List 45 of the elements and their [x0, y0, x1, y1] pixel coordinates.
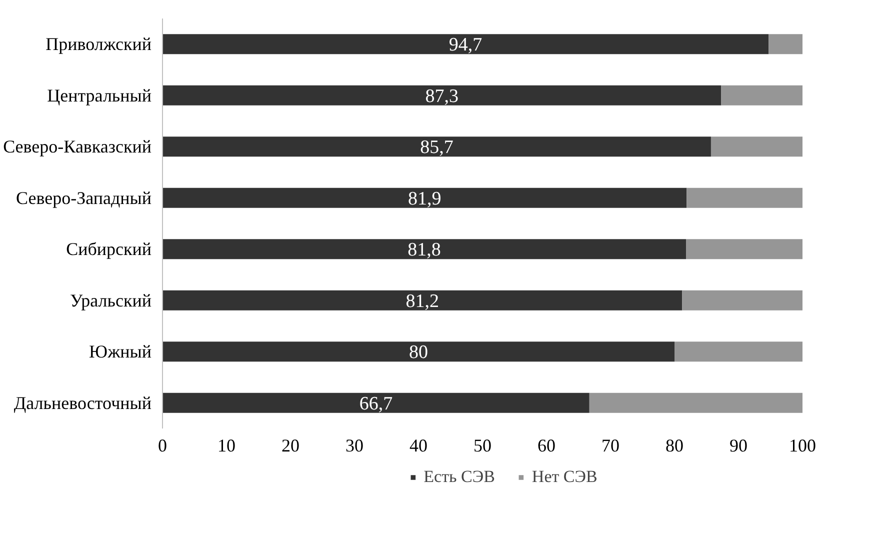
data-label: 94,7	[448, 34, 482, 56]
data-label: 87,3	[425, 86, 458, 107]
legend-label: Нет СЭВ	[532, 466, 598, 486]
bar	[686, 188, 802, 208]
y-tick-label: Дальневосточный	[14, 392, 152, 413]
data-label: 66,7	[359, 393, 393, 414]
bar	[710, 136, 802, 157]
bar	[162, 239, 686, 260]
x-tick-label: 50	[474, 436, 492, 456]
data-label: 80	[409, 342, 428, 364]
x-tick-label: 0	[158, 436, 167, 456]
bar	[674, 342, 802, 362]
data-label: 81,8	[408, 240, 441, 261]
bar	[162, 342, 674, 362]
x-tick-label: 40	[410, 436, 428, 456]
data-label: 81,2	[406, 290, 439, 312]
bar	[162, 136, 711, 157]
x-tick-label: 60	[538, 436, 556, 456]
x-tick-label: 10	[218, 436, 236, 456]
x-tick-label: 80	[666, 436, 684, 456]
bar	[162, 85, 722, 106]
bar	[162, 34, 769, 54]
x-tick-label: 70	[602, 436, 620, 456]
y-tick-label: Центральный	[47, 85, 152, 106]
y-tick-label: Северо-Кавказский	[3, 136, 152, 157]
y-tick-label: Сибирский	[66, 239, 152, 260]
data-label: 85,7	[420, 137, 454, 158]
bar	[768, 34, 802, 54]
x-tick-label: 90	[730, 436, 748, 456]
x-tick-label: 20	[282, 436, 300, 456]
bar	[721, 85, 802, 106]
bar	[589, 392, 802, 413]
x-tick-label: 30	[346, 436, 364, 456]
y-tick-label: Приволжский	[46, 34, 152, 54]
y-tick-label: Северо-Западный	[16, 188, 152, 208]
legend-label: Есть СЭВ	[424, 466, 495, 486]
data-label: 81,9	[408, 188, 442, 210]
y-tick-label: Южный	[88, 342, 152, 362]
bar	[162, 290, 682, 310]
x-tick-label: 100	[789, 436, 816, 456]
bar	[162, 392, 590, 413]
y-tick-label: Уральский	[70, 290, 152, 310]
bar	[686, 239, 802, 260]
bar	[682, 290, 802, 310]
bar	[162, 188, 687, 208]
